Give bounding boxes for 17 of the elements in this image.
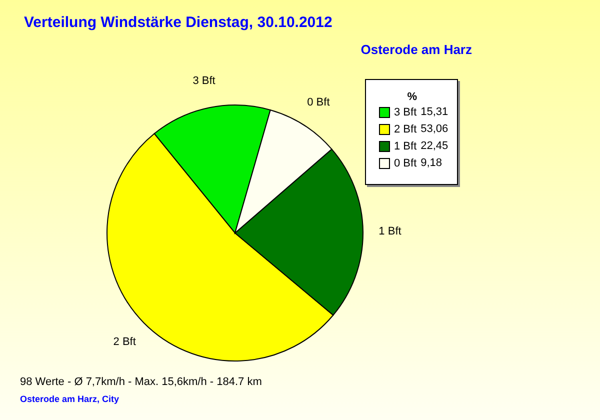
text: Osterode am Harz, City (20, 394, 120, 404)
legend-label: 3 Bft (394, 106, 417, 118)
slice-label: 0 Bft (307, 96, 330, 108)
chart-subtitle: Osterode am Harz (360, 42, 472, 57)
data-label: 15,31 (420, 106, 448, 118)
data-label: 9,18 (420, 156, 442, 168)
data-label: 22,45 (420, 140, 448, 152)
data-label: 53,06 (420, 122, 448, 134)
slice-label: 1 Bft (378, 226, 402, 238)
text: 98 Werte - Ø 7,7km/h - Max. 15,6km/h - 184.7 km (20, 376, 262, 388)
legend-label: 1 Bft (394, 140, 417, 152)
chart-title: Verteilung Windstärke Dienstag, 30.10.2012 (24, 14, 332, 31)
legend-label: 2 Bft (394, 124, 417, 136)
legend-title: % (407, 91, 418, 103)
slice-label: 2 Bft (113, 336, 136, 348)
slice-label: 3 Bft (192, 75, 216, 88)
legend-label: 0 Bft (394, 158, 417, 170)
